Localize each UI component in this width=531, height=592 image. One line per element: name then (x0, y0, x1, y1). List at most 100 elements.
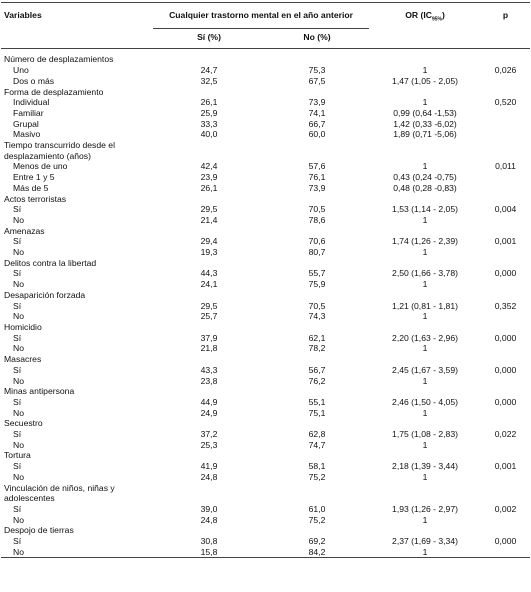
data-row: Masivo 40,0 60,0 1,89 (0,71 -5,06) (1, 129, 530, 140)
empty-cell (481, 483, 530, 504)
empty-cell (369, 450, 481, 461)
cell-si: 23,8 (200, 375, 218, 386)
empty-cell (369, 226, 481, 237)
cell-si: 24,9 (200, 407, 218, 418)
row-label: Sí (13, 503, 22, 514)
group-row: Número de desplazamientos (1, 49, 530, 65)
cell-or: 1,89 (0,71 -5,06) (393, 129, 457, 140)
group-row: Desaparición forzada (1, 290, 530, 301)
data-row: No 24,8 75,2 1 (1, 472, 530, 483)
cell-no: 56,7 (308, 364, 326, 375)
empty-cell (153, 49, 265, 65)
cell-no: 61,0 (308, 503, 326, 514)
row-label: No (13, 546, 24, 557)
cell-or: 1,93 (1,26 - 2,97) (392, 503, 458, 514)
cell-p: 0,520 (494, 97, 517, 108)
cell-no: 62,8 (308, 429, 326, 440)
group-label: Vinculación de niños, niñas y adolescent… (4, 482, 115, 504)
cell-or: 0,99 (0,64 -1,53) (393, 107, 457, 118)
data-row: Sí 37,2 62,8 1,75 (1,08 - 2,83) 0,022 (1, 429, 530, 440)
cell-p: 0,004 (494, 204, 517, 215)
cell-si: 24,7 (200, 65, 218, 76)
empty-cell (369, 290, 481, 301)
group-row: Tortura (1, 450, 530, 461)
cell-or: 1 (422, 439, 428, 450)
empty-cell (265, 49, 369, 65)
empty-cell (481, 472, 530, 483)
cell-no: 74,7 (308, 439, 326, 450)
row-label: Menos de uno (13, 161, 68, 172)
cell-si: 24,1 (200, 279, 218, 290)
header-row: Variables Cualquier trastorno mental en … (1, 2, 530, 29)
cell-no: 58,1 (308, 461, 326, 472)
group-label: Homicidio (4, 321, 42, 332)
cell-no: 66,7 (308, 118, 326, 129)
empty-cell (481, 226, 530, 237)
header-cell: Cualquier trastorno mental en el año ant… (153, 2, 370, 29)
empty-cell (265, 226, 369, 237)
cell-si: 33,3 (200, 118, 218, 129)
row-label: Grupal (13, 118, 39, 129)
row-label: Dos o más (13, 75, 55, 86)
empty-cell (481, 87, 530, 98)
empty-cell (153, 258, 265, 269)
empty-cell (153, 290, 265, 301)
cell-no: 84,2 (308, 546, 326, 557)
cell-or: 1 (422, 65, 428, 76)
data-row: No 25,3 74,7 1 (1, 440, 530, 451)
empty-cell (481, 440, 530, 451)
cell-p: 0,001 (494, 461, 517, 472)
row-label: No (13, 514, 24, 525)
cell-no: 73,9 (308, 182, 326, 193)
empty-cell (265, 194, 369, 205)
data-row: Sí 37,9 62,1 2,20 (1,63 - 2,96) 0,000 (1, 333, 530, 344)
empty-cell (153, 386, 265, 397)
empty-cell (481, 194, 530, 205)
row-label: No (13, 439, 24, 450)
cell-no: 74,1 (308, 107, 326, 118)
group-row: Homicidio (1, 322, 530, 333)
cell-si: 29,5 (200, 300, 218, 311)
data-row: No 24,8 75,2 1 (1, 515, 530, 526)
header-cell: Variables (4, 10, 42, 20)
data-row: No 21,8 78,2 1 (1, 343, 530, 354)
data-row: Sí 29,5 70,5 1,53 (1,14 - 2,05) 0,004 (1, 204, 530, 215)
empty-cell (369, 354, 481, 365)
cell-or: 2,46 (1,50 - 4,05) (392, 396, 458, 407)
data-row: Más de 5 26,1 73,9 0,48 (0,28 -0,83) (1, 183, 530, 194)
header-cell: OR (IC95%) (369, 3, 481, 49)
table-body: Número de desplazamientos Uno 24,7 75,3 1 0,0… (1, 49, 531, 558)
cell-si: 37,2 (200, 429, 218, 440)
header-text: ) (441, 10, 445, 20)
cell-si: 40,0 (200, 129, 218, 140)
group-label: Tortura (4, 450, 31, 461)
empty-cell (481, 247, 530, 258)
group-row: Forma de desplazamiento (1, 87, 530, 98)
data-row: No 21,4 78,6 1 (1, 215, 530, 226)
cell-no: 78,6 (308, 214, 326, 225)
row-label: Familiar (13, 107, 44, 118)
group-label: Delitos contra la libertad (4, 257, 97, 268)
cell-si: 41,9 (200, 461, 218, 472)
empty-cell (481, 376, 530, 387)
empty-cell (481, 354, 530, 365)
cell-no: 57,6 (308, 161, 326, 172)
cell-or: 1 (422, 471, 428, 482)
cell-si: 44,3 (200, 268, 218, 279)
data-row: No 25,7 74,3 1 (1, 311, 530, 322)
empty-cell (153, 226, 265, 237)
cell-p: 0,000 (494, 364, 517, 375)
cell-or: 1,42 (0,33 -6,02) (393, 118, 457, 129)
cell-or: 1 (422, 407, 428, 418)
group-label: Despojo de tierras (4, 525, 74, 536)
cell-si: 37,9 (200, 332, 218, 343)
group-label: Número de desplazamientos (4, 54, 114, 65)
empty-cell (265, 450, 369, 461)
cell-no: 75,2 (308, 471, 326, 482)
data-row: No 19,3 80,7 1 (1, 247, 530, 258)
cell-or: 0,43 (0,24 -0,75) (393, 172, 457, 183)
cell-no: 67,5 (308, 75, 326, 86)
empty-cell (481, 386, 530, 397)
row-label: Sí (13, 300, 22, 311)
row-label: No (13, 311, 24, 322)
